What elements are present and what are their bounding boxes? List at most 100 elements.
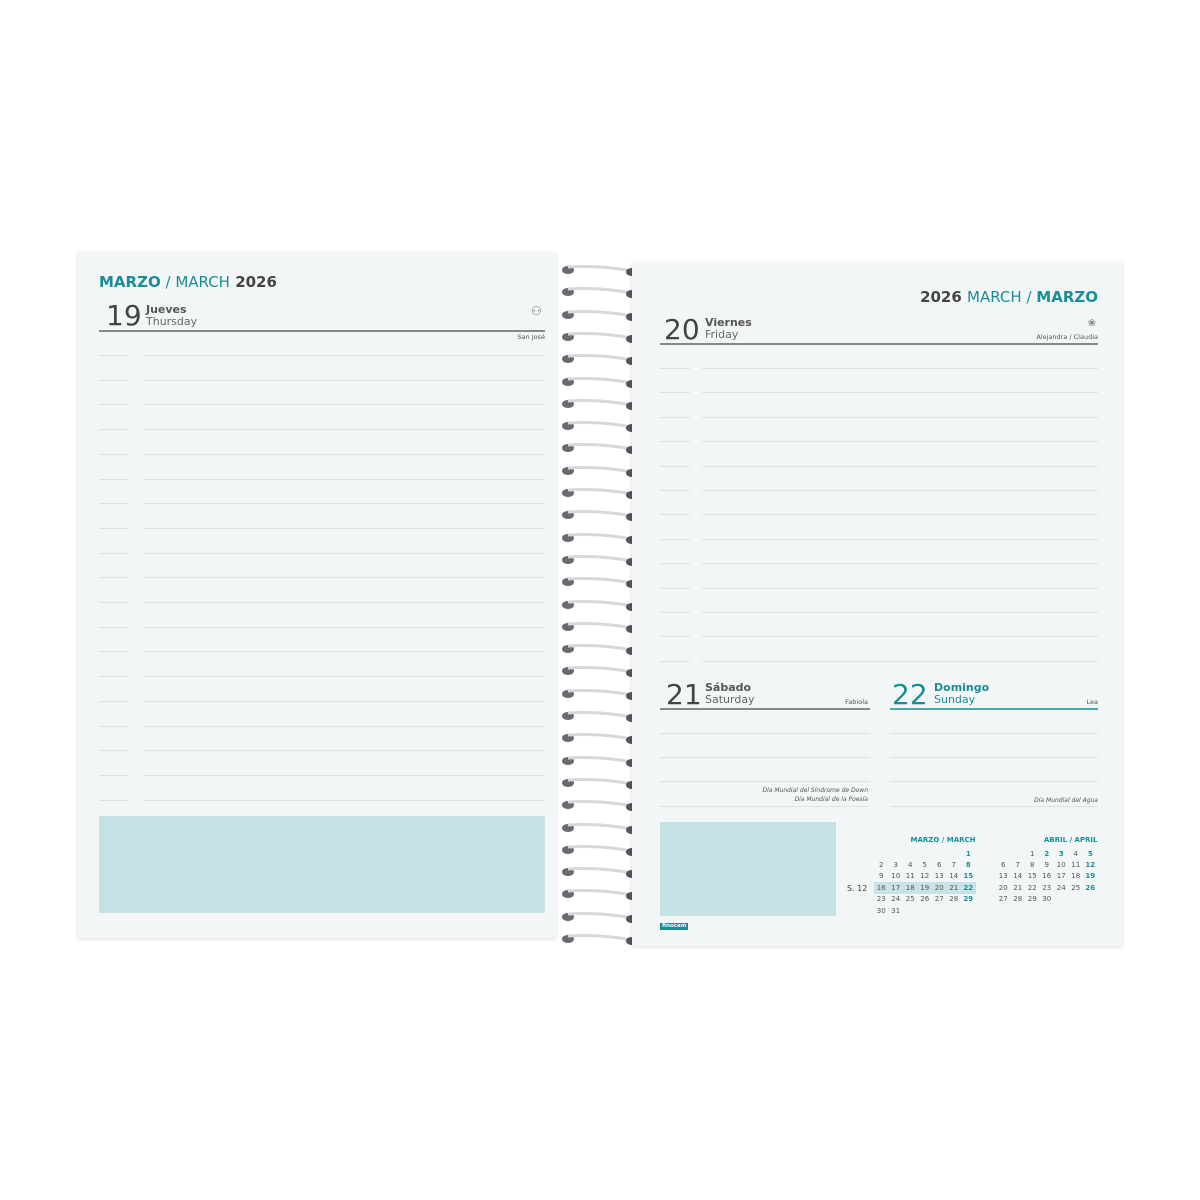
calendar-day: 22 [961, 882, 976, 894]
saint-name: Fabiola [845, 698, 868, 706]
month-en: MARCH [967, 288, 1022, 306]
ruled-line [143, 700, 545, 702]
month-header: MARZO / MARCH 2026 [99, 273, 277, 291]
spiral-ring [560, 820, 638, 834]
spiral-ring [560, 753, 638, 767]
calendar-day: 3 [1058, 849, 1064, 858]
calendar-day: 26 [920, 895, 930, 904]
ruled-line [99, 478, 128, 480]
calendar-day: 17 [888, 882, 903, 894]
calendar-day: 18 [1071, 872, 1081, 881]
day-name: Sábado Saturday [705, 682, 755, 706]
calendar-day: 9 [879, 872, 884, 881]
calendar-day: 4 [1073, 849, 1078, 858]
ruled-line [99, 725, 128, 727]
sep: / [160, 273, 176, 291]
notes-box[interactable] [660, 822, 836, 916]
sep: / [1021, 288, 1037, 306]
calendar-day: 25 [1071, 883, 1081, 892]
day-name-en: Saturday [705, 693, 755, 706]
spiral-ring [560, 262, 638, 276]
ruled-line [660, 781, 870, 782]
event: Día Mundial del Agua [1034, 797, 1098, 804]
notes-box[interactable] [99, 816, 545, 913]
ruled-line [143, 552, 545, 554]
calendar-day: 1 [1030, 849, 1035, 858]
calendar-day: 27 [934, 895, 944, 904]
ruled-line [702, 441, 1098, 443]
calendar-day: 28 [1013, 895, 1023, 904]
day-name: Viernes Friday [705, 317, 752, 341]
ruled-line [143, 478, 545, 480]
ruled-line [143, 626, 545, 628]
calendar-day: 5 [922, 861, 927, 870]
calendar-day: 23 [876, 895, 886, 904]
ruled-line [702, 416, 1098, 418]
calendar-day: 22 [1027, 883, 1037, 892]
ruled-line [143, 355, 545, 356]
calendar-day: 23 [1042, 883, 1052, 892]
spiral-ring [560, 641, 638, 656]
ruled-line [890, 757, 1098, 758]
ruled-line [143, 527, 545, 529]
spiral-ring [560, 708, 638, 722]
ruled-line [660, 538, 690, 540]
day-name-es: Sábado [705, 681, 752, 694]
spiral-ring [560, 886, 638, 901]
calendar-day: 1 [965, 849, 971, 858]
mini-calendar-march: MARZO / MARCH 1 2 3 4 5 6 7 8 9 10 11 12 13 14 15 16 17 1… [874, 836, 976, 916]
ruled-line [702, 465, 1098, 467]
calendar-title: MARZO / MARCH [910, 836, 976, 844]
ruled-line [143, 651, 545, 653]
spiral-ring [560, 909, 638, 923]
calendar-day: 15 [1027, 872, 1037, 881]
day-name-en: Friday [705, 328, 739, 341]
ruled-line [143, 799, 545, 801]
events: Día Mundial del Síndrome de Down Día Mun… [692, 786, 868, 804]
ruled-line [660, 465, 690, 467]
ruled-line [660, 757, 870, 758]
calendar-day: 4 [908, 861, 913, 870]
month-en: MARCH [175, 273, 230, 291]
calendar-day [903, 905, 918, 916]
ruled-line [99, 404, 128, 406]
spiral-ring [560, 374, 638, 388]
year: 2026 [920, 288, 962, 306]
ruled-line [99, 626, 128, 628]
flower-icon: ❀ [1087, 318, 1096, 329]
ruled-line [660, 490, 690, 491]
right-page: 2026 MARCH / MARZO 20 Viernes Friday ❀ A… [632, 262, 1122, 946]
day-name: Jueves Thursday [146, 304, 197, 328]
day-name-es: Jueves [146, 303, 187, 316]
ruled-line [660, 587, 690, 589]
spiral-ring [560, 730, 638, 745]
ruled-line [143, 503, 545, 505]
ruled-line [660, 392, 690, 394]
ruled-line [99, 774, 128, 776]
calendar-day: 18 [903, 882, 918, 894]
ruled-line [660, 416, 690, 418]
ruled-line [143, 429, 545, 431]
spiral-ring [560, 597, 638, 611]
ruled-line [660, 612, 690, 613]
calendar-day [1083, 894, 1098, 905]
spiral-ring [560, 797, 638, 812]
day-number: 19 [106, 299, 142, 332]
ruled-line [143, 602, 545, 603]
ruled-line [99, 503, 128, 505]
ruled-line [702, 563, 1098, 565]
calendar-day: 19 [1085, 872, 1096, 881]
ruled-line [99, 527, 128, 529]
spiral-ring [560, 775, 638, 789]
calendar-day [1011, 848, 1026, 859]
spiral-ring [560, 418, 638, 433]
ruled-line [702, 660, 1098, 662]
event: Día Mundial del Síndrome de Down [762, 787, 868, 794]
ruled-line [99, 700, 128, 702]
day-number: 21 [666, 678, 702, 711]
spiral-ring [560, 396, 638, 410]
ruled-line [702, 587, 1098, 589]
day-name-es: Viernes [705, 316, 752, 329]
calendar-day [932, 848, 947, 859]
calendar-day: 7 [1015, 861, 1020, 870]
